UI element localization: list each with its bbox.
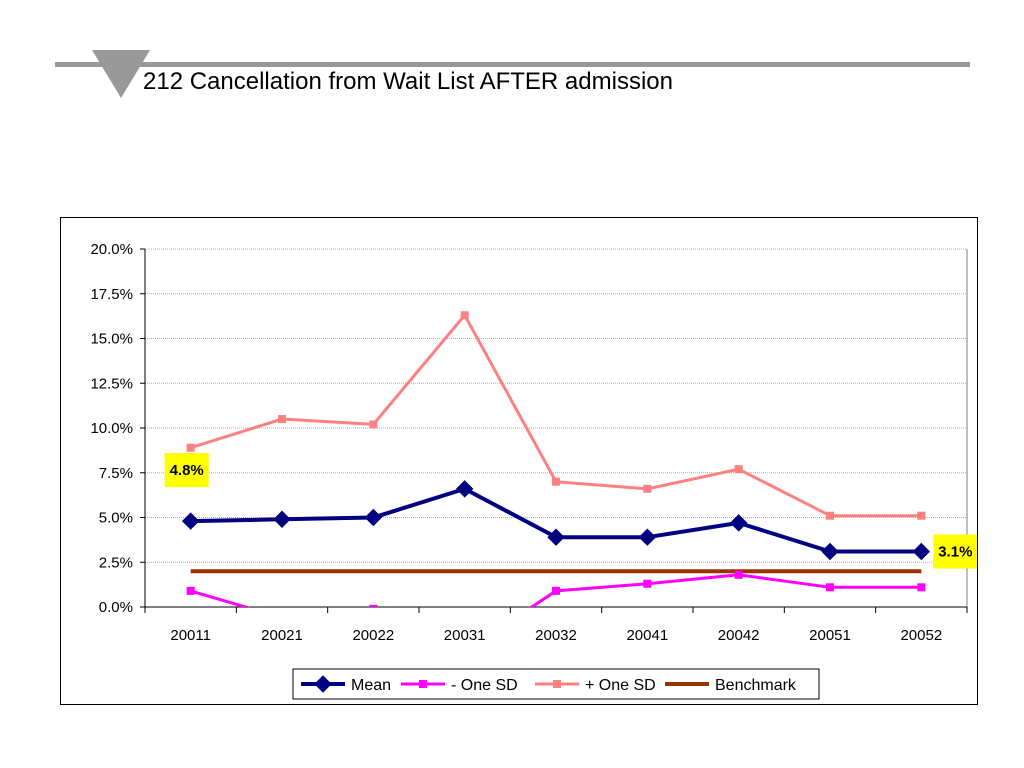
data-point-mean bbox=[821, 542, 839, 561]
data-point-mean bbox=[638, 528, 657, 546]
y-tick-label: 5.0% bbox=[99, 510, 133, 527]
data-point-mean bbox=[364, 508, 383, 527]
data-point-one-sd bbox=[734, 465, 743, 474]
data-label-callout bbox=[933, 534, 978, 569]
x-tick-label: 20032 bbox=[535, 627, 577, 644]
data-point-one-sd bbox=[643, 579, 652, 588]
data-point-one-sd bbox=[917, 511, 926, 520]
line-chart: 0.0% 2.5% 5.0% 7.5% 10.0% 12.5% 15.0% 17.5% 20.0… bbox=[90, 241, 978, 700]
data-point-mean bbox=[912, 542, 931, 561]
y-tick-label: 10.0% bbox=[90, 420, 133, 437]
x-tick-label: 20051 bbox=[809, 627, 851, 644]
x-tick-label: 20042 bbox=[718, 627, 760, 644]
y-tick-label: 7.5% bbox=[99, 465, 133, 482]
legend-marker-one-sd bbox=[419, 680, 427, 688]
x-tick-label: 20052 bbox=[900, 627, 942, 644]
legend-label-mean: Mean bbox=[351, 677, 391, 694]
data-point-one-sd bbox=[552, 477, 560, 486]
data-point-one-sd bbox=[826, 583, 834, 592]
data-point-mean bbox=[547, 528, 565, 546]
slide-title: 212 Cancellation from Wait List AFTER ad… bbox=[143, 68, 673, 95]
data-label: 3.1% bbox=[938, 544, 972, 561]
data-point-one-sd bbox=[369, 604, 378, 607]
legend-label-benchmark: Benchmark bbox=[715, 677, 797, 694]
x-tick-label: 20011 bbox=[170, 627, 211, 644]
data-point-one-sd bbox=[369, 420, 378, 429]
data-point-mean bbox=[729, 514, 748, 532]
x-tick-label: 20021 bbox=[261, 627, 303, 644]
y-tick-label: 20.0% bbox=[90, 241, 133, 258]
data-point-one-sd bbox=[186, 586, 195, 595]
data-point-one-sd bbox=[278, 415, 286, 424]
title-rule bbox=[55, 62, 970, 67]
data-point-mean bbox=[273, 510, 291, 528]
y-tick-label: 12.5% bbox=[90, 375, 133, 392]
data-label-callout bbox=[164, 453, 209, 488]
y-tick-label: 2.5% bbox=[99, 554, 133, 571]
x-tick-label: 20022 bbox=[352, 627, 394, 644]
data-point-one-sd bbox=[826, 511, 834, 520]
legend-label-one-sd: + One SD bbox=[585, 677, 656, 694]
marker-layer bbox=[181, 311, 931, 656]
legend: Mean - One SD + One SD Benchmark bbox=[292, 668, 820, 700]
data-point-one-sd bbox=[186, 443, 195, 452]
y-tick-label: 0.0% bbox=[99, 599, 133, 616]
data-point-one-sd bbox=[460, 311, 469, 320]
x-tick-label: 20041 bbox=[626, 627, 668, 644]
data-point-one-sd bbox=[917, 583, 926, 592]
callout-layer: 4.8% 3.1% bbox=[164, 453, 978, 569]
data-label: 4.8% bbox=[170, 462, 204, 479]
axes: 0.0% 2.5% 5.0% 7.5% 10.0% 12.5% 15.0% 17.5% 20.0… bbox=[90, 241, 968, 644]
data-point-one-sd bbox=[643, 484, 652, 493]
y-tick-label: 17.5% bbox=[90, 286, 133, 303]
data-point-mean bbox=[181, 512, 200, 530]
legend-marker-mean bbox=[314, 675, 332, 693]
x-tick-label: 20031 bbox=[444, 627, 486, 644]
data-point-one-sd bbox=[461, 648, 469, 656]
legend-label-one-sd: - One SD bbox=[451, 677, 518, 694]
title-triangle-icon bbox=[92, 50, 150, 98]
data-point-one-sd bbox=[552, 586, 560, 595]
data-point-one-sd bbox=[734, 570, 743, 579]
y-tick-label: 15.0% bbox=[90, 331, 133, 348]
data-point-mean bbox=[455, 480, 474, 498]
legend-marker-one-sd bbox=[553, 680, 561, 688]
data-point-one-sd bbox=[278, 614, 286, 622]
chart-frame: 0.0% 2.5% 5.0% 7.5% 10.0% 12.5% 15.0% 17.5% 20.0… bbox=[60, 217, 978, 705]
